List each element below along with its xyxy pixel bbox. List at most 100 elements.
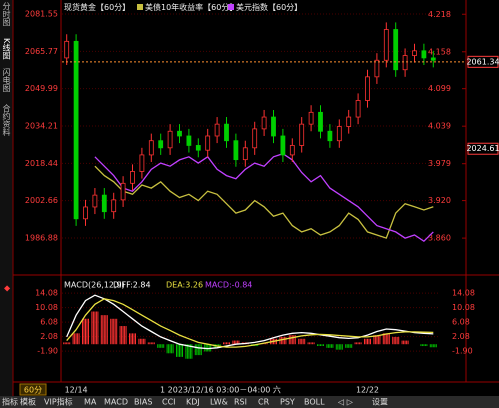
- candle-body: [195, 145, 201, 151]
- overlay-line: [94, 165, 434, 239]
- y-tick-label: 1986.88: [25, 234, 58, 243]
- sidebar-tab[interactable]: 分时图: [2, 2, 11, 27]
- price-label: 2061.34: [466, 57, 499, 66]
- macd-tick-label-right: -1.90: [452, 347, 473, 356]
- indicator-tab[interactable]: CR: [258, 398, 270, 407]
- indicator-tab[interactable]: CCI: [162, 398, 176, 407]
- indicator-tab[interactable]: VIP指标: [44, 397, 73, 407]
- candle-body: [374, 59, 380, 78]
- candle-body: [83, 206, 88, 220]
- macd-tick-label: 10.08: [35, 303, 58, 312]
- y2-tick-label: 4.218: [428, 10, 451, 19]
- candle-body: [101, 194, 107, 213]
- candle-body: [393, 29, 399, 71]
- y-tick-label: 2034.21: [25, 122, 58, 131]
- legend-swatch: [228, 4, 234, 10]
- candle-body: [365, 76, 370, 101]
- candle-body: [130, 171, 135, 184]
- candle-body: [233, 140, 239, 161]
- candle-body: [205, 135, 211, 151]
- legend-label: 现货黄金【60分】: [64, 2, 130, 12]
- panel-icon: ◆: [4, 284, 11, 293]
- indicator-tab[interactable]: PSY: [280, 398, 295, 407]
- y2-tick-label: 3.920: [428, 196, 451, 205]
- sidebar-tab[interactable]: 合约资料: [2, 103, 11, 137]
- period-box: [19, 383, 47, 396]
- y2-tick-label: 4.099: [428, 84, 451, 93]
- macd-tick-label: -1.90: [37, 347, 58, 356]
- legend-swatch: [137, 4, 143, 10]
- y2-tick-label: 3.979: [428, 159, 451, 168]
- candle-body: [421, 50, 427, 59]
- x-tick-label: 12/14: [65, 386, 88, 395]
- macd-legend: DEA:3.26: [166, 281, 203, 290]
- candle-body: [177, 130, 182, 137]
- macd-line: [66, 298, 434, 348]
- y-tick-label: 2049.99: [25, 84, 58, 93]
- macd-tick-label: 2.08: [40, 332, 58, 341]
- macd-line: [66, 294, 434, 350]
- legend-label: 美元指数【60分】: [236, 2, 302, 12]
- cursor-time: 1 2023/12/16 03:00－04:00 六: [160, 385, 281, 395]
- candle-body: [224, 123, 229, 142]
- y-tick-label: 2081.55: [25, 10, 58, 19]
- candle-body: [64, 40, 70, 59]
- candle-body: [73, 40, 79, 220]
- indicator-tab[interactable]: MA: [84, 398, 97, 407]
- candle-body: [336, 126, 342, 142]
- macd-legend: MACD(26,12,9): [64, 281, 125, 290]
- candle-body: [271, 116, 276, 137]
- sidebar-tab[interactable]: 闪电图: [2, 68, 11, 93]
- macd-tick-label-right: 6.08: [452, 318, 470, 327]
- candle-body: [252, 128, 258, 149]
- macd-tick-label-right: 10.08: [452, 303, 475, 312]
- period-label: 60分: [24, 386, 42, 395]
- candle-body: [355, 100, 361, 118]
- candle-body: [299, 123, 305, 146]
- candle-body: [346, 116, 352, 127]
- macd-legend: DIFF:2.84: [113, 281, 151, 290]
- candle-body: [167, 130, 173, 149]
- candle-body: [412, 50, 417, 56]
- y-tick-label: 2002.66: [25, 196, 58, 205]
- candle-body: [214, 123, 220, 137]
- sidebar: [0, 0, 13, 396]
- y2-tick-label: 4.039: [428, 122, 451, 131]
- price-box: [467, 55, 499, 68]
- candle-body: [318, 111, 323, 132]
- sidebar-tab[interactable]: K线图: [2, 38, 11, 60]
- price-box: [467, 142, 499, 155]
- y2-tick-label: 4.158: [428, 47, 451, 56]
- macd-tick-label-right: 2.08: [452, 332, 470, 341]
- candle-body: [242, 147, 248, 161]
- y-tick-label: 2018.44: [25, 159, 58, 168]
- macd-tick-label: 14.08: [35, 289, 58, 298]
- macd-tick-label: 6.08: [40, 318, 58, 327]
- candle-body: [92, 194, 98, 208]
- indicator-tab[interactable]: BOLL: [304, 398, 325, 407]
- tab-arrows: ◁ ▷: [337, 398, 354, 407]
- x-tick-label: 12/22: [356, 386, 379, 395]
- indicator-tab[interactable]: MACD: [104, 398, 128, 407]
- indicator-tab[interactable]: LW&: [210, 398, 228, 407]
- candle-body: [308, 111, 314, 125]
- candle-body: [327, 130, 333, 142]
- candle-body: [430, 57, 436, 61]
- indicator-tab[interactable]: BIAS: [134, 398, 152, 407]
- overlay-line: [94, 152, 434, 243]
- tab-bar: [0, 396, 499, 408]
- indicator-tab[interactable]: 指标: [2, 397, 18, 407]
- candle-body: [261, 116, 267, 130]
- indicator-tab[interactable]: RSI: [234, 398, 247, 407]
- price-label: 2024.61: [466, 144, 499, 153]
- indicator-tab[interactable]: KDJ: [186, 398, 200, 407]
- indicator-tab[interactable]: 模板: [20, 397, 36, 407]
- y2-tick-label: 3.860: [428, 234, 451, 243]
- candle-body: [383, 29, 389, 61]
- indicator-tab[interactable]: 设置: [372, 397, 388, 407]
- candle-body: [158, 140, 164, 149]
- macd-tick-label-right: 14.08: [452, 289, 475, 298]
- legend-label: 美债10年收益率【60分】: [145, 2, 237, 12]
